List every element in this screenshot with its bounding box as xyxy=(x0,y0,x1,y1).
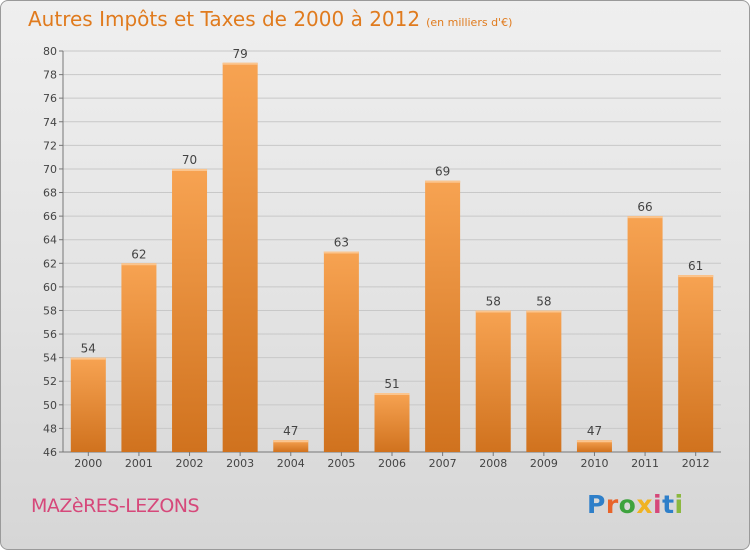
y-tick-label: 46 xyxy=(43,446,57,459)
x-tick-label-2012: 2012 xyxy=(682,457,710,470)
chart-title: Autres Impôts et Taxes de 2000 à 2012 (en… xyxy=(28,7,512,31)
bar-2009 xyxy=(526,310,562,452)
x-tick-label-2009: 2009 xyxy=(530,457,558,470)
y-tick-label: 60 xyxy=(43,281,57,294)
y-tick-label: 76 xyxy=(43,92,57,105)
value-label-2011: 66 xyxy=(637,200,652,214)
chart-unit-text: (en milliers d'€) xyxy=(426,16,513,29)
x-tick-label-2010: 2010 xyxy=(580,457,608,470)
y-tick-label: 64 xyxy=(43,234,57,247)
bar-2011 xyxy=(627,216,663,452)
value-label-2008: 58 xyxy=(486,294,501,308)
y-tick-label: 68 xyxy=(43,187,57,200)
x-tick-label-2006: 2006 xyxy=(378,457,406,470)
value-label-2005: 63 xyxy=(334,236,349,250)
value-label-2012: 61 xyxy=(688,259,703,273)
x-tick-label-2003: 2003 xyxy=(226,457,254,470)
value-label-2010: 47 xyxy=(587,424,602,438)
bar-2006 xyxy=(374,393,410,452)
y-tick-label: 78 xyxy=(43,69,57,82)
bar-2005 xyxy=(323,251,359,452)
grid-lines xyxy=(63,50,721,429)
y-tick-label: 50 xyxy=(43,399,57,412)
axes xyxy=(62,51,721,453)
logo-letter: r xyxy=(605,490,619,519)
y-tick-labels: 46 48 50 52 54 56 58 60 62 64 66 68 70 72 74 76 78 80 xyxy=(43,45,63,459)
value-label-2004: 47 xyxy=(283,424,298,438)
logo-letter: i xyxy=(653,490,663,519)
bar-2004 xyxy=(273,440,309,452)
bar-2010 xyxy=(576,440,612,452)
bar-2008 xyxy=(475,310,511,452)
y-tick-label: 54 xyxy=(43,352,57,365)
logo-letter: P xyxy=(587,490,606,519)
y-tick-label: 52 xyxy=(43,375,57,388)
value-label-2000: 54 xyxy=(81,342,96,356)
proxiti-logo: Proxiti xyxy=(587,490,684,519)
value-label-2007: 69 xyxy=(435,165,450,179)
x-tick-label-2002: 2002 xyxy=(176,457,204,470)
bar-2001 xyxy=(121,263,157,452)
x-tick-label-2001: 2001 xyxy=(125,457,153,470)
x-tick-label-2004: 2004 xyxy=(277,457,305,470)
bar-2012 xyxy=(678,275,714,452)
bars xyxy=(70,62,714,453)
logo-letter: o xyxy=(618,490,637,519)
bar-2007 xyxy=(425,180,461,452)
y-tick-label: 48 xyxy=(43,422,57,435)
y-tick-label: 74 xyxy=(43,116,57,129)
chart-title-text: Autres Impôts et Taxes de 2000 à 2012 xyxy=(28,7,421,31)
bar-2003 xyxy=(222,62,258,452)
logo-letter: t xyxy=(662,490,675,519)
y-tick-label: 66 xyxy=(43,210,57,223)
x-tick-labels: 2000 2001 2002 2003 2004 2005 2006 2007 2008 2009… xyxy=(74,452,710,470)
y-tick-label: 56 xyxy=(43,328,57,341)
x-tick-label-2000: 2000 xyxy=(74,457,102,470)
bar-2002 xyxy=(172,168,208,453)
logo-letter: i xyxy=(674,490,684,519)
bar-2000 xyxy=(70,357,106,452)
logo-letter: x xyxy=(636,490,653,519)
value-labels: 54 62 70 79 47 63 51 69 58 58 47 66 61 xyxy=(81,47,704,438)
y-tick-label: 70 xyxy=(43,163,57,176)
value-label-2002: 70 xyxy=(182,153,197,167)
value-label-2003: 79 xyxy=(233,47,248,61)
x-tick-label-2005: 2005 xyxy=(327,457,355,470)
y-tick-label: 62 xyxy=(43,257,57,270)
value-label-2009: 58 xyxy=(536,294,551,308)
x-tick-label-2007: 2007 xyxy=(429,457,457,470)
value-label-2001: 62 xyxy=(131,247,146,261)
y-tick-label: 58 xyxy=(43,304,57,317)
x-tick-label-2008: 2008 xyxy=(479,457,507,470)
value-label-2006: 51 xyxy=(384,377,399,391)
y-tick-label: 80 xyxy=(43,45,57,58)
y-tick-label: 72 xyxy=(43,139,57,152)
commune-name: MAZèRES-LEZONS xyxy=(31,495,200,517)
x-tick-label-2011: 2011 xyxy=(631,457,659,470)
